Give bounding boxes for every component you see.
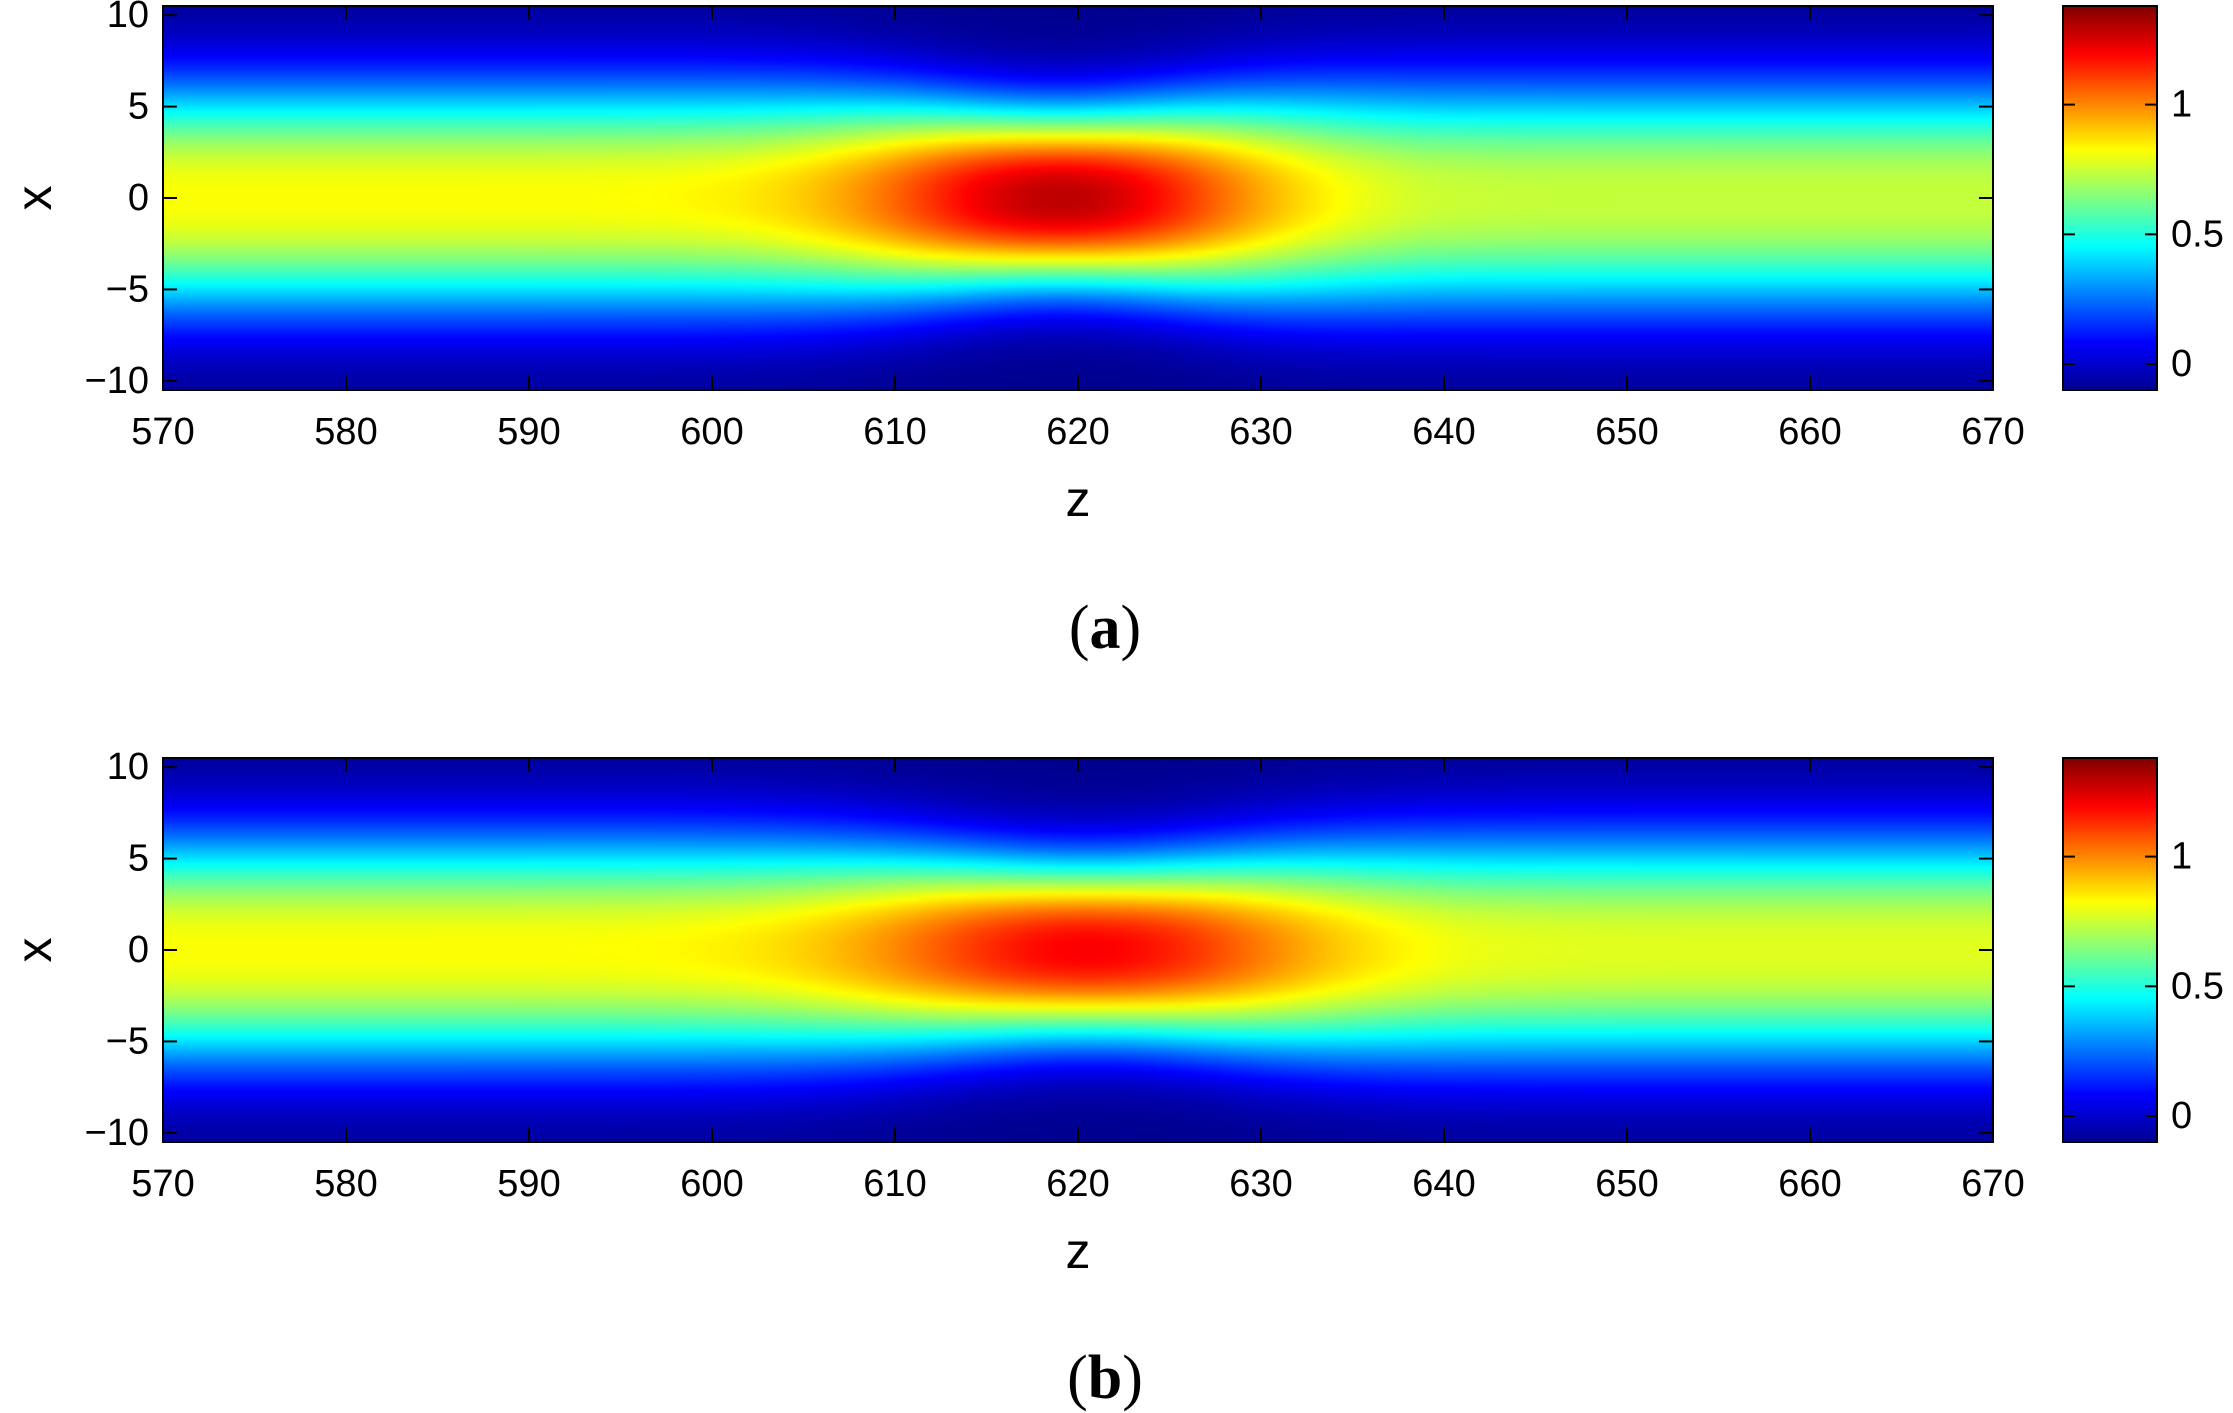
x-axis-label-a: z bbox=[1066, 471, 1091, 527]
x-tick-label: 630 bbox=[1229, 411, 1292, 453]
panel-label-a: (a) bbox=[1069, 594, 1141, 662]
x-tick-label: 670 bbox=[1961, 411, 2024, 453]
x-tick-label: 650 bbox=[1595, 1163, 1658, 1205]
x-tick-label: 580 bbox=[314, 411, 377, 453]
y-axis-label-b: x bbox=[6, 938, 62, 963]
x-tick-label: 640 bbox=[1412, 411, 1475, 453]
heatmap-a bbox=[163, 6, 1993, 390]
heatmap-b bbox=[163, 758, 1993, 1142]
x-tick-label: 570 bbox=[131, 1163, 194, 1205]
y-tick-label: −5 bbox=[106, 1020, 149, 1062]
colorbar-a bbox=[2062, 5, 2158, 391]
x-tick-label: 640 bbox=[1412, 1163, 1475, 1205]
x-tick-label: 570 bbox=[131, 411, 194, 453]
x-tick-label: 620 bbox=[1046, 1163, 1109, 1205]
y-tick-label: 0 bbox=[128, 177, 149, 219]
x-tick-label: 610 bbox=[863, 411, 926, 453]
x-tick-label: 630 bbox=[1229, 1163, 1292, 1205]
panel-label-b: (b) bbox=[1067, 1344, 1143, 1412]
y-axis-label-a: x bbox=[6, 186, 62, 211]
y-tick-label: 5 bbox=[128, 86, 149, 128]
colorbar-tick-label: 1 bbox=[2171, 84, 2192, 126]
x-tick-label: 670 bbox=[1961, 1163, 2024, 1205]
colorbar-tick-label: 0 bbox=[2171, 343, 2192, 385]
x-ticks-b: 570 580 590 600 610 620 630 640 650 660 670 bbox=[131, 758, 2025, 1205]
y-tick-label: 5 bbox=[128, 838, 149, 880]
colorbar-b bbox=[2062, 757, 2158, 1143]
x-ticks-a: 570 580 590 600 610 620 630 640 650 660 670 bbox=[131, 6, 2025, 453]
x-tick-label: 660 bbox=[1778, 411, 1841, 453]
y-ticks-a: 10 5 0 −5 −10 bbox=[85, 0, 1993, 402]
panel-b: 570 580 590 600 610 620 630 640 650 660 670 1050−5… bbox=[6, 746, 2224, 1412]
colorbar-ticks-b: 10.50 bbox=[2063, 836, 2224, 1137]
panel-a: 570 580 590 600 610 620 630 640 650 660 670 1050−5… bbox=[6, 0, 2224, 662]
x-axis-label-b: z bbox=[1066, 1223, 1091, 1279]
colorbar-tick-label: 0.5 bbox=[2171, 213, 2224, 255]
y-tick-label: −10 bbox=[85, 360, 149, 402]
x-tick-label: 600 bbox=[680, 1163, 743, 1205]
x-tick-label: 620 bbox=[1046, 411, 1109, 453]
colorbar-tick-label: 1 bbox=[2171, 836, 2192, 878]
y-tick-label: 10 bbox=[107, 746, 149, 788]
y-ticks-b: 10 5 0 −5 −10 bbox=[85, 746, 1993, 1154]
x-tick-label: 590 bbox=[497, 411, 560, 453]
x-tick-label: 580 bbox=[314, 1163, 377, 1205]
x-tick-label: 650 bbox=[1595, 411, 1658, 453]
x-tick-label: 660 bbox=[1778, 1163, 1841, 1205]
x-tick-label: 590 bbox=[497, 1163, 560, 1205]
y-tick-label: −5 bbox=[106, 268, 149, 310]
x-tick-label: 610 bbox=[863, 1163, 926, 1205]
x-tick-label: 600 bbox=[680, 411, 743, 453]
y-tick-label: 10 bbox=[107, 0, 149, 36]
colorbar-tick-label: 0 bbox=[2171, 1095, 2192, 1137]
y-tick-label: 0 bbox=[128, 929, 149, 971]
y-tick-label: −10 bbox=[85, 1112, 149, 1154]
colorbar-tick-label: 0.5 bbox=[2171, 965, 2224, 1007]
colorbar-ticks-a: 10.50 bbox=[2063, 84, 2224, 385]
